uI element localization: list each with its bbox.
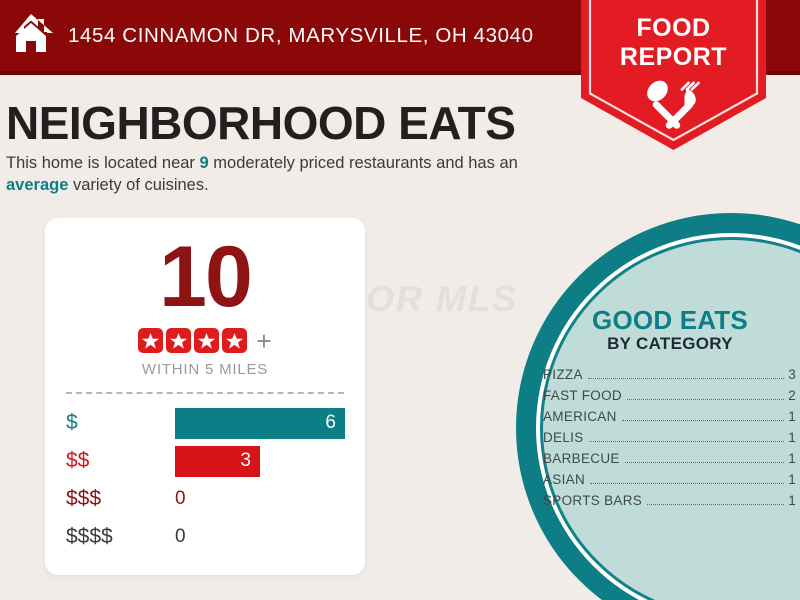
good-eats-subtitle: BY CATEGORY — [607, 334, 733, 353]
badge-text: FOOD REPORT — [581, 14, 766, 72]
good-eats-title: GOOD EATS — [592, 305, 748, 335]
property-address: 1454 CINNAMON DR, MARYSVILLE, OH 43040 — [68, 23, 534, 47]
category-name: BARBECUE — [543, 451, 620, 466]
restaurant-score-card: 10 + WITHIN 5 MILES $ 6 — [45, 218, 365, 575]
category-name: PIZZA — [543, 367, 583, 382]
dot-leader — [647, 504, 785, 505]
price-tier-row: $$$ 0 — [45, 480, 365, 518]
star-icon — [166, 328, 192, 353]
good-eats-list: PIZZA 3 FAST FOOD 2 AMERICAN 1 DELIS 1 B — [540, 367, 800, 508]
dot-leader — [626, 399, 785, 400]
price-tier-row: $ 6 — [45, 404, 365, 442]
price-tier-label: $$ — [66, 449, 90, 472]
category-name: DELIS — [543, 430, 584, 445]
category-count: 2 — [788, 388, 796, 403]
subtitle-part-1: This home is located near — [6, 154, 200, 172]
list-item: BARBECUE 1 — [543, 451, 796, 466]
page-title: NEIGHBORHOOD EATS — [6, 97, 516, 149]
list-item: FAST FOOD 2 — [543, 388, 796, 403]
category-name: SPORTS BARS — [543, 493, 643, 508]
price-tier-value: 0 — [175, 488, 186, 509]
price-tier-value: 3 — [240, 450, 251, 471]
category-count: 1 — [788, 409, 796, 424]
category-count: 1 — [788, 430, 796, 445]
dot-leader — [588, 441, 785, 442]
badge-line-2: REPORT — [619, 43, 728, 71]
category-count: 1 — [788, 472, 796, 487]
dot-leader — [587, 378, 785, 379]
price-tier-value: 0 — [175, 526, 186, 547]
dot-leader — [590, 483, 785, 484]
category-count: 1 — [788, 451, 796, 466]
subtitle-highlight-variety: average — [6, 176, 69, 194]
category-name: FAST FOOD — [543, 388, 622, 403]
list-item: SPORTS BARS 1 — [543, 493, 796, 508]
price-tier-row: $$$$ 0 — [45, 518, 365, 556]
subtitle-part-3: variety of cuisines. — [68, 176, 209, 194]
spoon-fork-icon — [643, 78, 705, 132]
price-tier-label: $$$$ — [66, 525, 113, 548]
within-radius-label: WITHIN 5 MILES — [141, 361, 269, 378]
list-item: AMERICAN 1 — [543, 409, 796, 424]
dot-leader — [624, 462, 785, 463]
star-icon — [222, 328, 248, 353]
star-icon — [194, 328, 220, 353]
price-tier-label: $$$ — [66, 487, 102, 510]
badge-line-1: FOOD — [636, 14, 711, 42]
category-count: 3 — [788, 367, 796, 382]
header-underline — [0, 71, 800, 75]
category-name: ASIAN — [543, 472, 586, 487]
star-rating: + — [45, 325, 365, 356]
subtitle-part-2: moderately priced restaurants and has an — [208, 154, 518, 172]
star-icon — [138, 328, 164, 353]
food-report-badge: FOOD REPORT — [581, 0, 766, 150]
restaurant-count: 10 — [159, 229, 253, 325]
card-divider — [66, 392, 344, 394]
house-icon — [8, 11, 54, 60]
list-item: ASIAN 1 — [543, 472, 796, 487]
good-eats-panel: GOOD EATS BY CATEGORY PIZZA 3 FAST FOOD … — [540, 305, 800, 514]
subtitle-highlight-count: 9 — [199, 154, 209, 172]
star-plus-label: + — [256, 325, 272, 356]
list-item: PIZZA 3 — [543, 367, 796, 382]
price-tier-row: $$ 3 — [45, 442, 365, 480]
price-tier-bar: 3 — [175, 445, 260, 477]
price-tier-label: $ — [66, 411, 78, 434]
dot-leader — [621, 420, 785, 421]
list-item: DELIS 1 — [543, 430, 796, 445]
price-tier-bar: 6 — [175, 407, 345, 439]
page-subtitle: This home is located near 9 moderately p… — [6, 152, 551, 196]
price-tier-value: 6 — [325, 412, 336, 433]
category-count: 1 — [788, 493, 796, 508]
category-name: AMERICAN — [543, 409, 617, 424]
price-tier-chart: $ 6 $$ 3 $$$ 0 $$$$ 0 — [45, 404, 365, 556]
